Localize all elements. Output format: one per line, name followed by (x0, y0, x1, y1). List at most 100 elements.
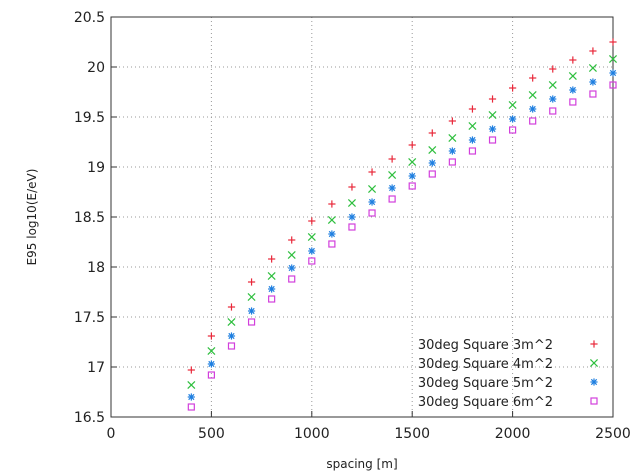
data-point-star (509, 115, 517, 123)
data-point-star (288, 264, 296, 272)
data-point-plus (348, 183, 356, 191)
data-point-star (549, 95, 557, 103)
data-point-square (268, 295, 276, 303)
data-point-plus (509, 84, 517, 92)
series-layer (187, 38, 618, 411)
data-point-square (227, 342, 236, 350)
data-point-square (448, 158, 456, 166)
legend-label: 30deg Square 4m^2 (418, 357, 553, 372)
x-tick-label: 2000 (495, 426, 531, 442)
data-point-plus (187, 366, 195, 374)
x-tick-label: 0 (107, 426, 116, 442)
y-tick-label: 17.5 (74, 310, 105, 326)
data-point-cross (608, 54, 618, 64)
data-point-star (388, 184, 396, 192)
data-point-cross (548, 80, 557, 90)
data-point-star (328, 230, 336, 238)
data-point-plus (529, 74, 537, 82)
legend-marker-star (590, 378, 598, 386)
y-tick-label: 20.5 (74, 10, 105, 26)
data-point-cross (468, 121, 477, 131)
data-point-cross (508, 100, 517, 110)
data-point-square (288, 275, 296, 283)
y-tick-label: 18.5 (74, 210, 105, 226)
data-point-square (589, 90, 597, 98)
tick-layer: 0 500 1000 1500 2000 2500 16.5 17 17.5 18 18.5 19 19… (74, 10, 631, 442)
legend-marker-square (590, 397, 598, 405)
y-tick-label: 18 (87, 260, 105, 276)
data-point-cross (428, 145, 437, 155)
legend-label: 30deg Square 6m^2 (418, 395, 553, 410)
data-point-plus (308, 217, 316, 225)
data-point-star (448, 147, 456, 155)
legend-entry: 30deg Square 3m^2 (418, 338, 598, 353)
series-cross (187, 54, 618, 390)
legend-entry: 30deg Square 4m^2 (418, 357, 599, 372)
data-point-cross (347, 198, 356, 208)
data-point-cross (408, 157, 417, 167)
data-point-star (207, 360, 215, 368)
data-point-star (488, 125, 497, 133)
data-point-star (348, 213, 356, 221)
data-point-square (609, 81, 617, 89)
data-point-cross (327, 215, 336, 225)
x-tick-label: 1500 (394, 426, 430, 442)
data-point-cross (448, 133, 457, 143)
legend-entry: 30deg Square 6m^2 (418, 395, 598, 410)
data-point-plus (328, 200, 336, 208)
data-point-square (549, 107, 557, 115)
data-point-cross (588, 63, 597, 73)
data-point-star (408, 172, 416, 180)
data-point-plus (488, 95, 497, 103)
data-point-square (488, 136, 497, 144)
data-point-plus (388, 155, 396, 163)
data-point-plus (227, 303, 236, 311)
legend-marker-cross (589, 358, 599, 368)
data-point-square (308, 257, 316, 265)
data-point-cross (187, 380, 196, 390)
data-point-plus (288, 236, 296, 244)
data-point-plus (207, 332, 215, 340)
data-point-star (227, 332, 236, 340)
legend-marker-plus (590, 340, 598, 348)
data-point-cross (247, 292, 256, 302)
data-point-cross (488, 110, 497, 120)
data-point-plus (247, 278, 256, 286)
grid-layer (111, 17, 613, 417)
data-point-cross (368, 184, 377, 194)
data-point-star (609, 69, 617, 77)
data-point-star (428, 159, 436, 167)
data-point-star (529, 105, 537, 113)
series-plus (187, 38, 617, 374)
x-tick-label: 2500 (595, 426, 631, 442)
y-tick-label: 17 (87, 360, 105, 376)
data-point-cross (227, 317, 236, 327)
data-point-square (207, 371, 215, 379)
data-point-square (408, 182, 416, 190)
x-tick-label: 1000 (294, 426, 330, 442)
data-point-square (468, 147, 477, 155)
data-point-star (268, 285, 276, 293)
data-point-plus (268, 255, 276, 263)
data-point-plus (569, 56, 577, 64)
data-point-star (589, 78, 597, 86)
data-point-cross (388, 170, 397, 180)
data-point-plus (428, 129, 436, 137)
series-square (187, 81, 617, 411)
data-point-star (247, 307, 256, 315)
data-point-cross (207, 346, 216, 356)
data-point-square (247, 318, 256, 326)
data-point-star (187, 393, 195, 401)
legend: 30deg Square 3m^2 30deg Square 4m^2 30deg … (418, 338, 599, 410)
y-tick-label: 19.5 (74, 110, 105, 126)
legend-entry: 30deg Square 5m^2 (418, 376, 598, 391)
y-tick-label: 16.5 (74, 410, 105, 426)
data-point-plus (468, 105, 477, 113)
data-point-star (368, 198, 376, 206)
data-point-star (308, 247, 316, 255)
data-point-square (428, 170, 436, 178)
data-point-cross (528, 90, 537, 100)
legend-label: 30deg Square 3m^2 (418, 338, 553, 353)
data-point-cross (287, 250, 296, 260)
data-point-star (468, 136, 477, 144)
